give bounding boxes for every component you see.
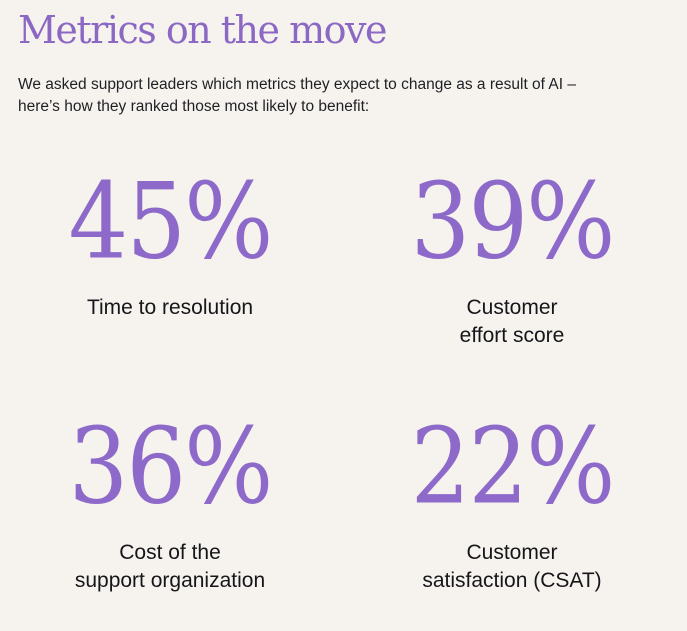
metric-value: 36% bbox=[68, 406, 274, 529]
metric-card-cost-of-support: 36% Cost of the support organization bbox=[10, 406, 330, 595]
metric-label: Cost of the support organization bbox=[74, 541, 266, 592]
page-title: Metrics on the move bbox=[18, 8, 387, 52]
metric-value: 22% bbox=[410, 406, 616, 529]
metric-card-time-to-resolution: 45% Time to resolution bbox=[10, 161, 330, 322]
metric-label: Customer satisfaction (CSAT) bbox=[422, 541, 602, 592]
metric-card-customer-effort-score: 39% Customer effort score bbox=[352, 161, 672, 350]
metric-card-csat: 22% Customer satisfaction (CSAT) bbox=[352, 406, 672, 595]
metric-label: Time to resolution bbox=[86, 296, 254, 319]
metric-value: 45% bbox=[68, 161, 274, 284]
page-subtitle: We asked support leaders which metrics t… bbox=[18, 76, 577, 115]
metric-label: Customer effort score bbox=[459, 296, 565, 347]
metric-value: 39% bbox=[410, 161, 616, 284]
